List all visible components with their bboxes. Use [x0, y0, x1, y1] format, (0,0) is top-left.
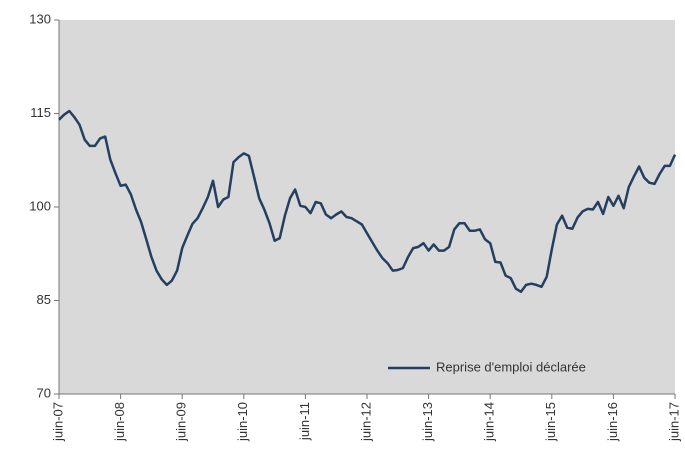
- x-tick-label: juin-14: [482, 402, 497, 442]
- x-tick-label: juin-16: [605, 402, 620, 442]
- y-tick-label: 85: [37, 292, 51, 307]
- x-tick-label: juin-17: [666, 402, 681, 442]
- x-tick-label: juin-09: [174, 402, 189, 442]
- x-tick-label: juin-11: [297, 402, 312, 441]
- legend-label: Reprise d'emploi déclarée: [436, 359, 586, 374]
- y-tick-label: 130: [29, 11, 51, 26]
- line-series: [58, 109, 677, 294]
- x-tick-label: juin-12: [358, 402, 373, 442]
- x-tick-label: juin-08: [112, 402, 127, 442]
- plot-area: [59, 20, 675, 394]
- y-tick-label: 100: [29, 198, 51, 213]
- x-tick-label: juin-15: [543, 402, 558, 442]
- y-tick-label: 115: [30, 105, 51, 120]
- x-tick-label: juin-07: [50, 402, 65, 442]
- y-tick-label: 70: [37, 385, 51, 400]
- x-tick-label: juin-13: [420, 402, 435, 442]
- x-tick-label: juin-10: [235, 402, 250, 442]
